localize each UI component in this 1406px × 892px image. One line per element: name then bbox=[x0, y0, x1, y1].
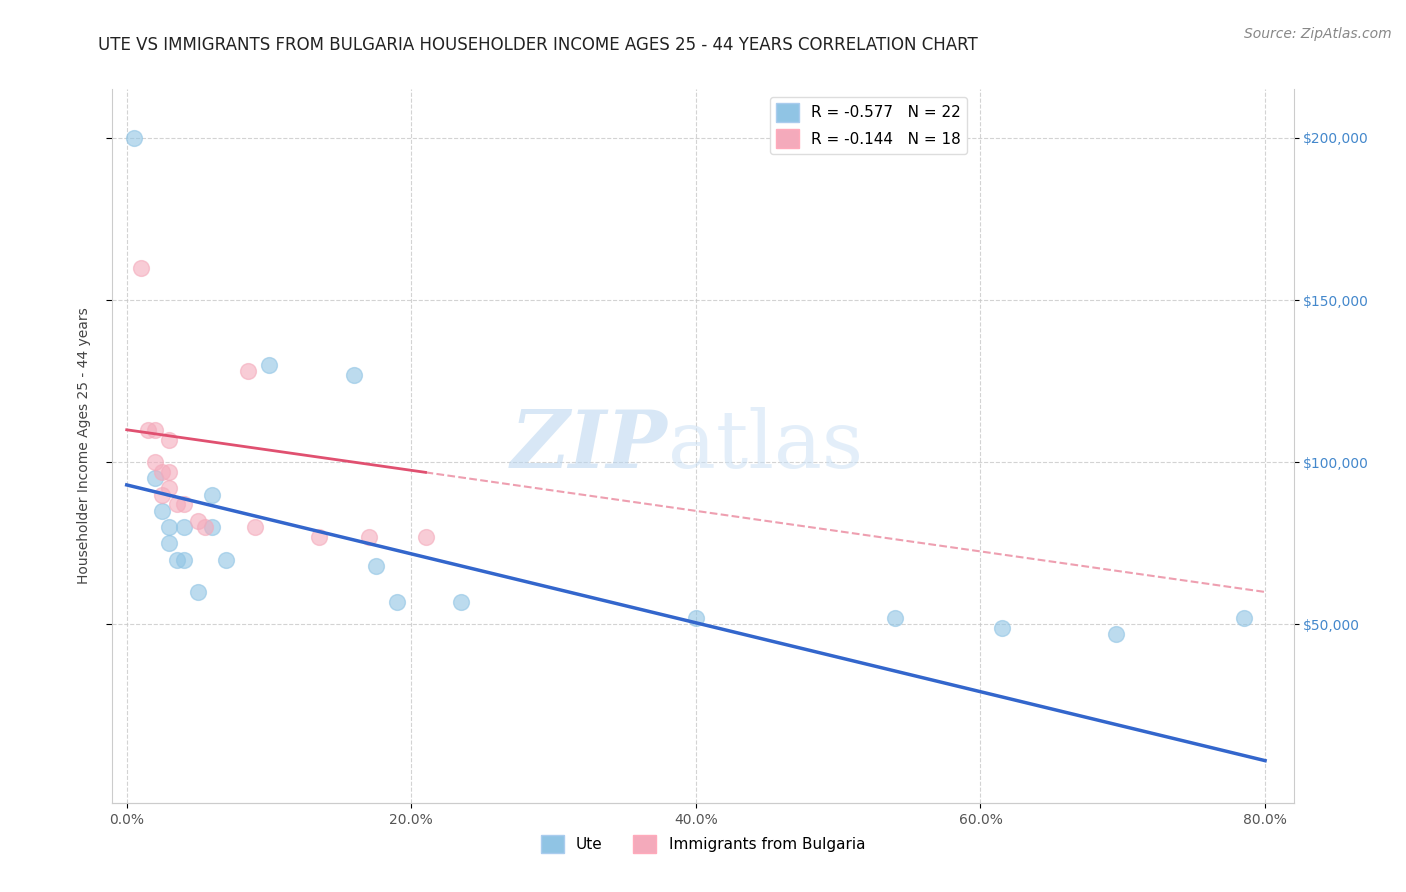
Text: atlas: atlas bbox=[668, 407, 863, 485]
Point bbox=[150, 488, 173, 502]
Point bbox=[385, 595, 408, 609]
Point bbox=[450, 595, 472, 609]
Point bbox=[194, 520, 217, 534]
Point bbox=[143, 471, 166, 485]
Point bbox=[166, 497, 188, 511]
Point bbox=[415, 530, 437, 544]
Point bbox=[1233, 611, 1256, 625]
Point bbox=[143, 455, 166, 469]
Point bbox=[257, 358, 280, 372]
Point bbox=[884, 611, 907, 625]
Legend: Ute, Immigrants from Bulgaria: Ute, Immigrants from Bulgaria bbox=[534, 829, 872, 859]
Text: Source: ZipAtlas.com: Source: ZipAtlas.com bbox=[1244, 27, 1392, 41]
Point bbox=[991, 621, 1014, 635]
Point bbox=[343, 368, 366, 382]
Point bbox=[243, 520, 266, 534]
Point bbox=[308, 530, 330, 544]
Point bbox=[136, 423, 159, 437]
Point bbox=[157, 433, 180, 447]
Point bbox=[201, 488, 224, 502]
Point bbox=[173, 552, 195, 566]
Point bbox=[1104, 627, 1126, 641]
Point bbox=[187, 514, 209, 528]
Point bbox=[157, 465, 180, 479]
Y-axis label: Householder Income Ages 25 - 44 years: Householder Income Ages 25 - 44 years bbox=[77, 308, 91, 584]
Point bbox=[166, 552, 188, 566]
Point bbox=[364, 559, 387, 574]
Point bbox=[150, 465, 173, 479]
Point bbox=[357, 530, 380, 544]
Text: ZIP: ZIP bbox=[510, 408, 668, 484]
Point bbox=[157, 536, 180, 550]
Point bbox=[201, 520, 224, 534]
Point bbox=[157, 481, 180, 495]
Point bbox=[215, 552, 238, 566]
Point bbox=[187, 585, 209, 599]
Text: UTE VS IMMIGRANTS FROM BULGARIA HOUSEHOLDER INCOME AGES 25 - 44 YEARS CORRELATIO: UTE VS IMMIGRANTS FROM BULGARIA HOUSEHOL… bbox=[98, 36, 979, 54]
Point bbox=[236, 364, 259, 378]
Point bbox=[173, 497, 195, 511]
Point bbox=[143, 423, 166, 437]
Point bbox=[157, 520, 180, 534]
Point bbox=[129, 260, 152, 275]
Point bbox=[173, 520, 195, 534]
Point bbox=[122, 131, 145, 145]
Point bbox=[150, 504, 173, 518]
Point bbox=[685, 611, 707, 625]
